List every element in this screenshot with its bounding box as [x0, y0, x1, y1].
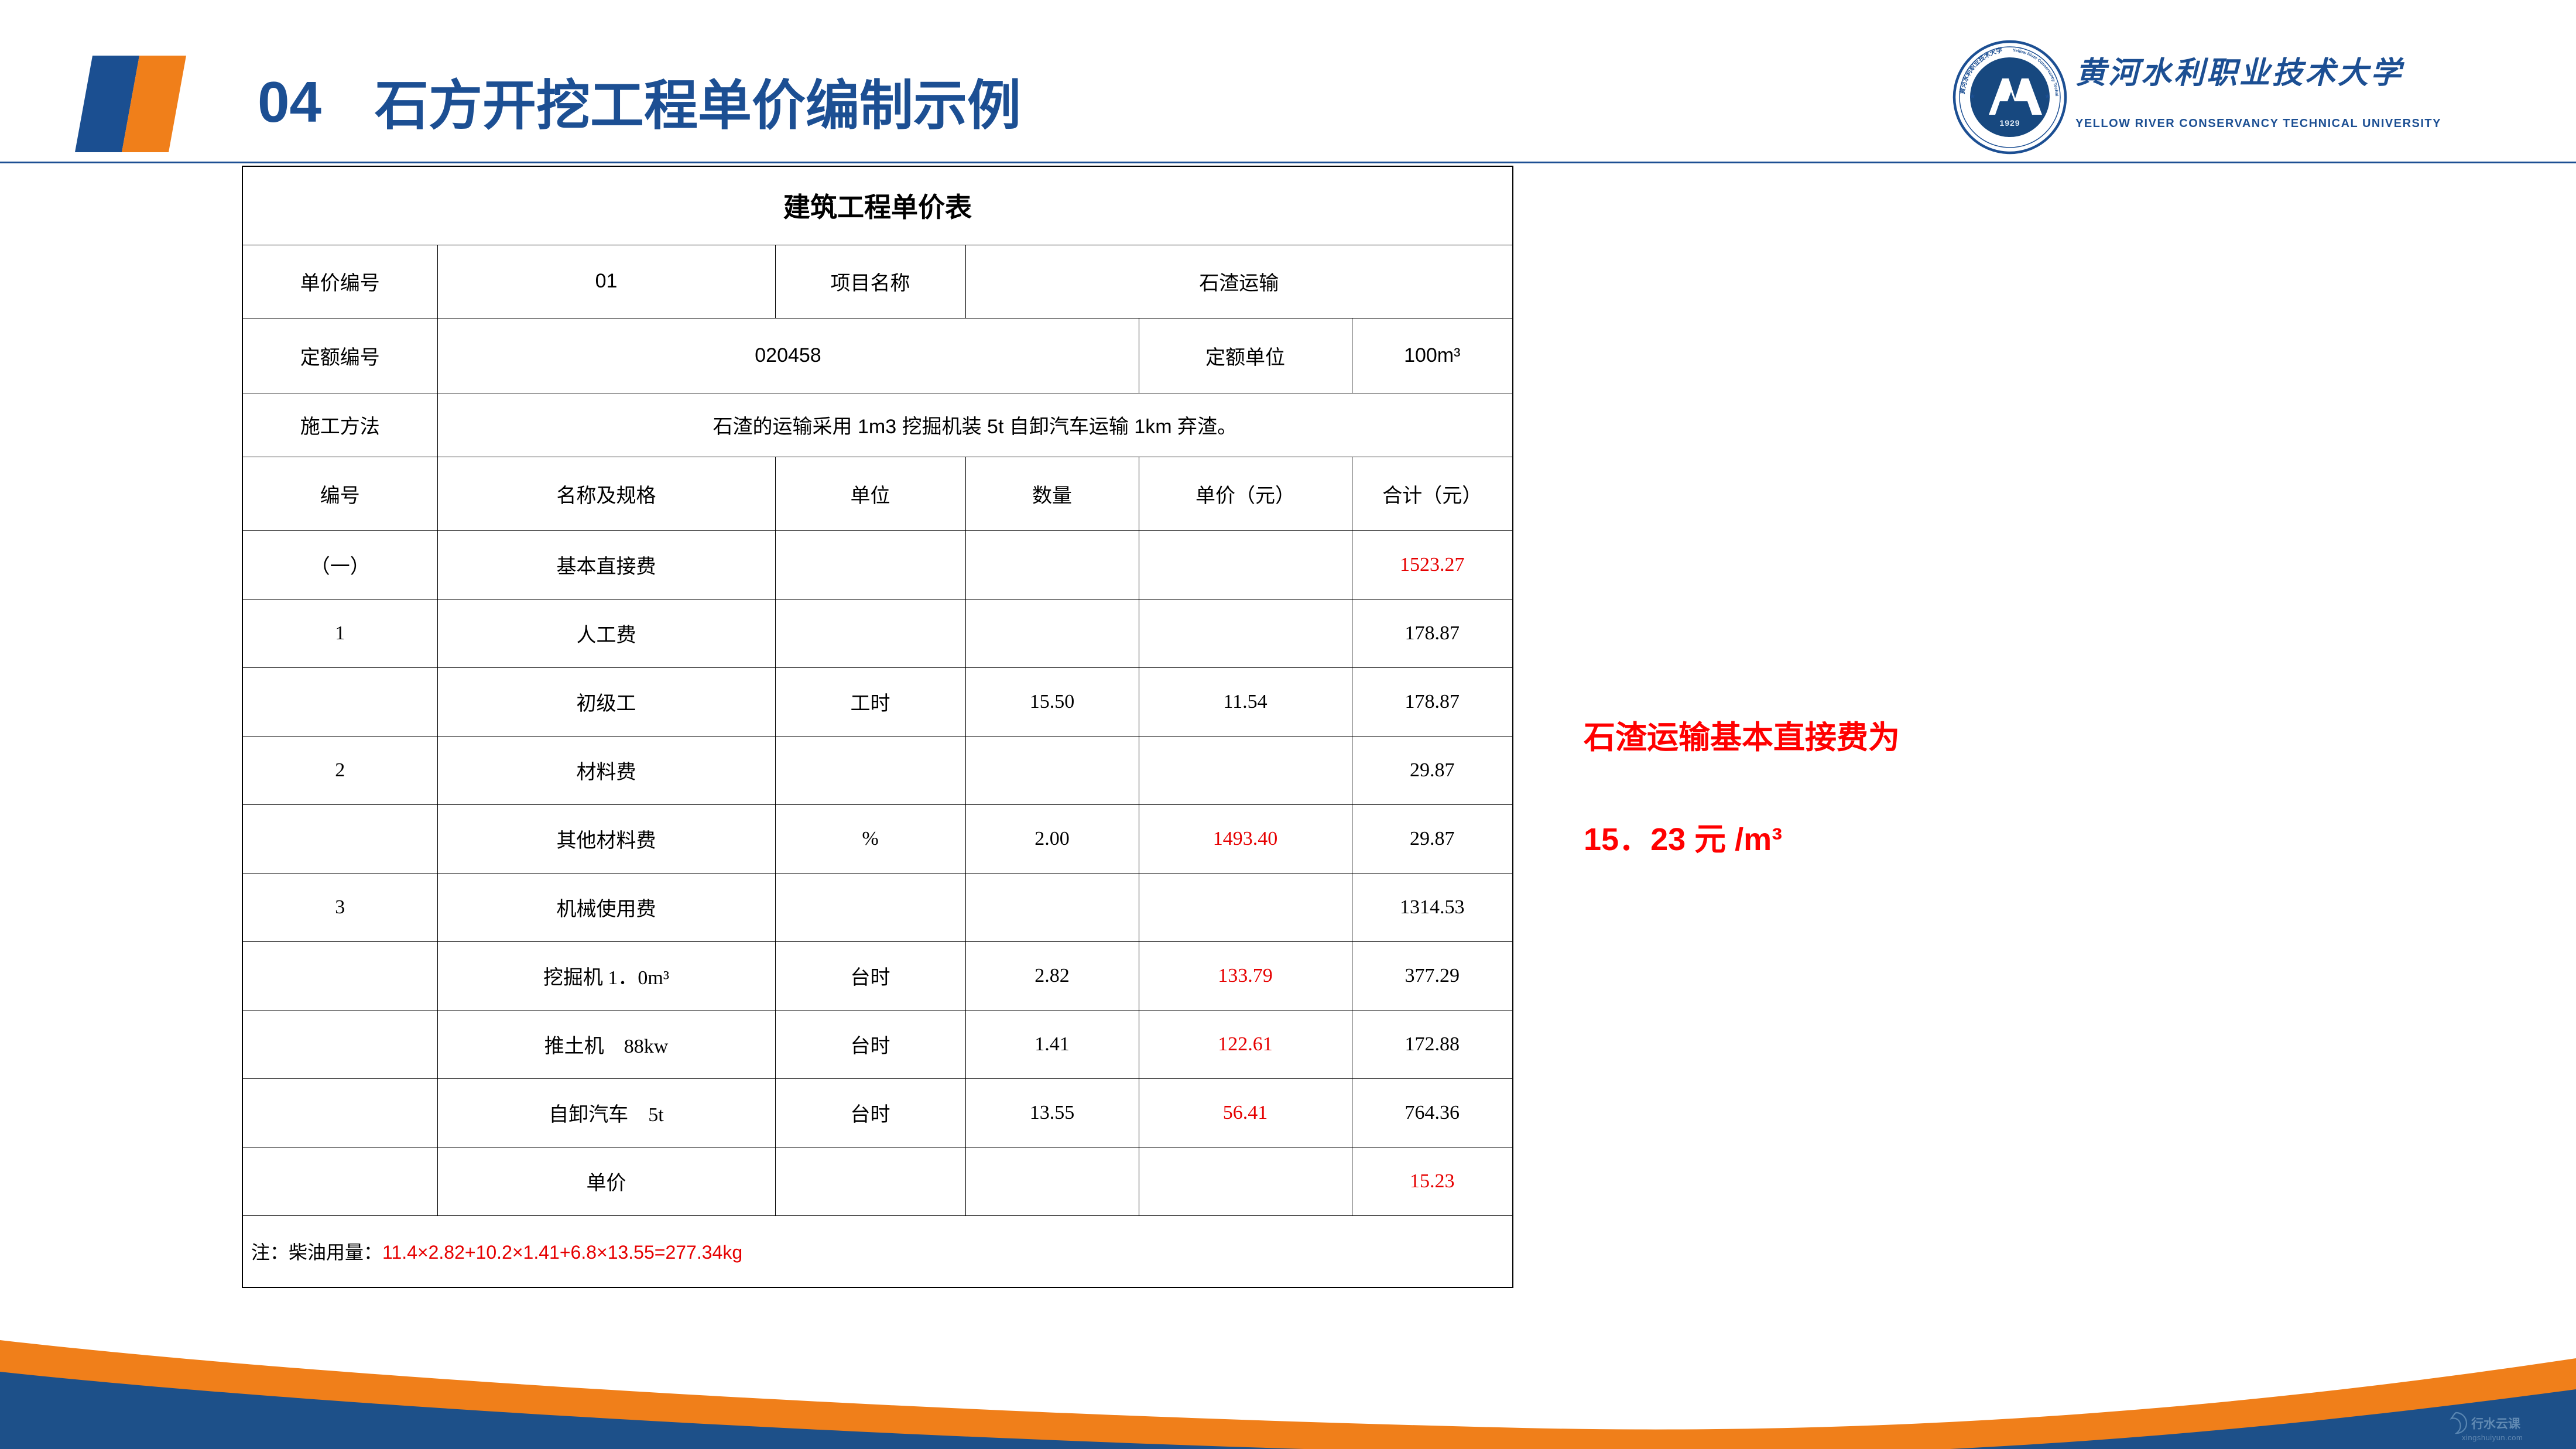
svg-text:★: ★	[1969, 93, 1975, 100]
svg-text:★: ★	[2044, 93, 2050, 100]
svg-text:1929: 1929	[1999, 118, 2020, 128]
